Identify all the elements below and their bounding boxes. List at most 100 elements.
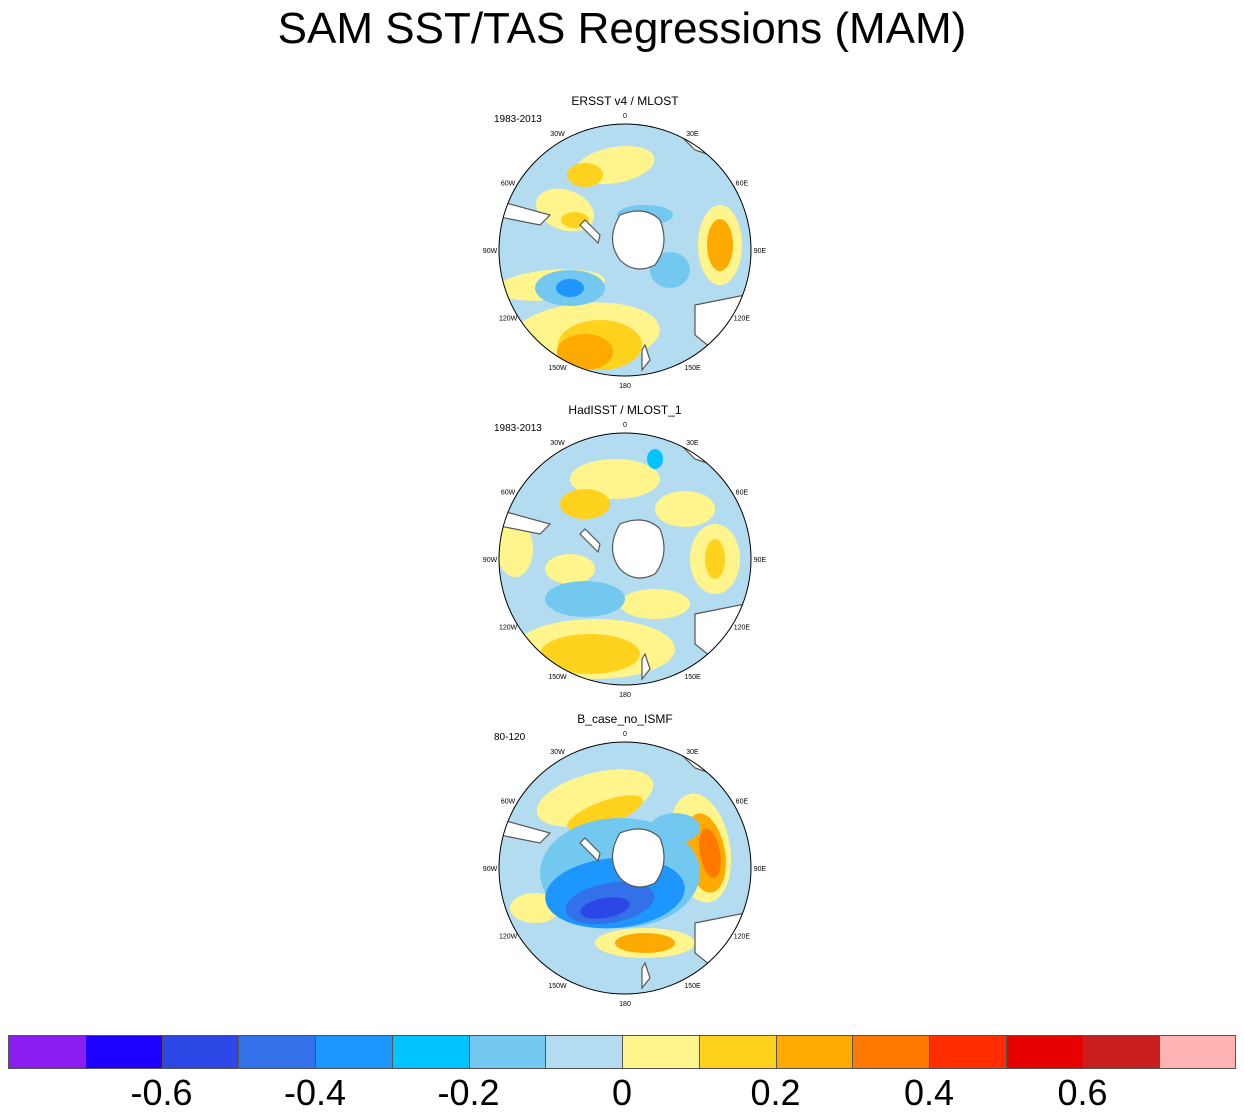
longitude-label: 30E <box>686 440 699 447</box>
field-region <box>557 334 613 370</box>
field-region <box>615 933 675 953</box>
field-region <box>545 554 595 584</box>
longitude-label: 60W <box>501 799 516 806</box>
colorbar-cell <box>315 1035 392 1069</box>
colorbar-cell <box>929 1035 1006 1069</box>
colorbar <box>8 1035 1236 1069</box>
map-panel-bcase: B_case_no_ISMF 80-120 0 30E 60E 90E 120E 150E… <box>470 712 780 1018</box>
colorbar-tick-label: 0.6 <box>1057 1072 1108 1113</box>
longitude-label: 30E <box>686 749 699 756</box>
longitude-label: 150W <box>548 983 567 990</box>
panel-period: 1983-2013 <box>494 114 542 125</box>
colorbar-tick-label: 0 <box>611 1072 633 1113</box>
longitude-label: 120W <box>499 625 518 632</box>
colorbar-tick-label: 0.4 <box>903 1072 955 1113</box>
colorbar-cell <box>8 1035 85 1069</box>
longitude-label: 120E <box>734 934 751 941</box>
map-panel-hadisst: HadISST / MLOST_1 1983-2013 0 30E 60E 90E 12… <box>470 403 780 709</box>
colorbar-tick-label: -0.2 <box>437 1072 500 1113</box>
colorbar-cell <box>852 1035 929 1069</box>
field-layer <box>499 433 751 685</box>
map-border <box>498 741 752 995</box>
field-region <box>570 459 660 499</box>
longitude-label: 180 <box>619 383 631 390</box>
antarctica-landmass <box>611 210 665 270</box>
panel-title: HadISST / MLOST_1 <box>568 403 682 417</box>
field-region <box>705 539 725 579</box>
longitude-label: 60E <box>736 799 749 806</box>
antarctica-landmass <box>611 519 665 579</box>
longitude-label: 0 <box>623 422 627 429</box>
field-region <box>567 795 643 831</box>
longitude-label: 120W <box>499 316 518 323</box>
longitude-label: 180 <box>619 692 631 699</box>
longitude-label: 90E <box>754 248 767 255</box>
colorbar-tick-label: 0.2 <box>750 1072 801 1113</box>
longitude-label: 60E <box>736 181 749 188</box>
antarctic-peninsula <box>579 837 601 863</box>
map-panel-ersst: ERSST v4 / MLOST 1983-2013 0 30E 60E 90E 120… <box>470 94 780 400</box>
longitude-label: 60W <box>501 490 516 497</box>
colorbar-cell <box>1159 1035 1236 1069</box>
field-region <box>540 634 640 674</box>
colorbar-cell <box>161 1035 239 1069</box>
colorbar-tick-label: -0.4 <box>283 1072 347 1113</box>
colorbar-tick-label: -0.6 <box>130 1072 193 1113</box>
colorbar-cell <box>468 1035 546 1069</box>
field-region <box>650 252 690 288</box>
field-region <box>620 589 690 619</box>
polar-map: 0 30E 60E 90E 120E 150E 180 150W 120W 90W 60W 30W <box>483 731 767 1008</box>
longitude-label: 150W <box>548 365 567 372</box>
colorbar-cell <box>1005 1035 1083 1069</box>
longitude-label: 30W <box>550 440 565 447</box>
longitude-label: 0 <box>623 731 627 738</box>
map-border <box>498 123 752 377</box>
colorbar-cell <box>698 1035 776 1069</box>
panel-period: 1983-2013 <box>494 423 542 434</box>
field-region <box>707 219 733 271</box>
antarctica-landmass <box>611 828 665 888</box>
polar-map: 0 30E 60E 90E 120E 150E 180 150W 120W 90W 60W 30W <box>483 422 767 699</box>
panel-period: 80-120 <box>494 732 526 743</box>
colorbar-cell <box>1082 1035 1160 1069</box>
longitude-label: 60W <box>501 181 516 188</box>
field-region <box>545 581 625 617</box>
longitude-label: 150E <box>684 674 701 681</box>
longitude-label: 120E <box>734 316 751 323</box>
longitude-label: 90W <box>483 866 498 873</box>
colorbar-cell <box>391 1035 469 1069</box>
longitude-label: 0 <box>623 113 627 120</box>
map-border <box>498 432 752 686</box>
longitude-label: 90W <box>483 248 498 255</box>
longitude-label: 180 <box>619 1001 631 1008</box>
field-region <box>655 491 715 527</box>
field-region <box>556 279 584 297</box>
field-region <box>499 521 533 577</box>
polar-map: 0 30E 60E 90E 120E 150E 180 150W 120W 90W 60W 30W <box>483 113 767 390</box>
field-region <box>647 449 663 469</box>
antarctic-peninsula <box>579 219 601 245</box>
field-region <box>567 163 603 187</box>
antarctic-peninsula <box>579 528 601 554</box>
longitude-label: 90W <box>483 557 498 564</box>
longitude-label: 30W <box>550 749 565 756</box>
panel-title: B_case_no_ISMF <box>577 712 673 726</box>
field-region <box>699 828 721 878</box>
field-region <box>560 489 610 519</box>
new-zealand-landmass <box>641 343 651 372</box>
new-zealand-landmass <box>641 961 651 990</box>
colorbar-cell <box>238 1035 315 1069</box>
field-layer <box>499 124 751 376</box>
field-region <box>580 897 630 919</box>
colorbar-cell <box>545 1035 622 1069</box>
longitude-label: 120W <box>499 934 518 941</box>
field-layer <box>499 742 751 994</box>
panel-title: ERSST v4 / MLOST <box>571 94 679 108</box>
longitude-label: 90E <box>754 557 767 564</box>
longitude-label: 120E <box>734 625 751 632</box>
colorbar-cell <box>84 1035 162 1069</box>
longitude-label: 60E <box>736 490 749 497</box>
longitude-label: 90E <box>754 866 767 873</box>
colorbar-cell <box>775 1035 853 1069</box>
colorbar-cell <box>622 1035 699 1069</box>
